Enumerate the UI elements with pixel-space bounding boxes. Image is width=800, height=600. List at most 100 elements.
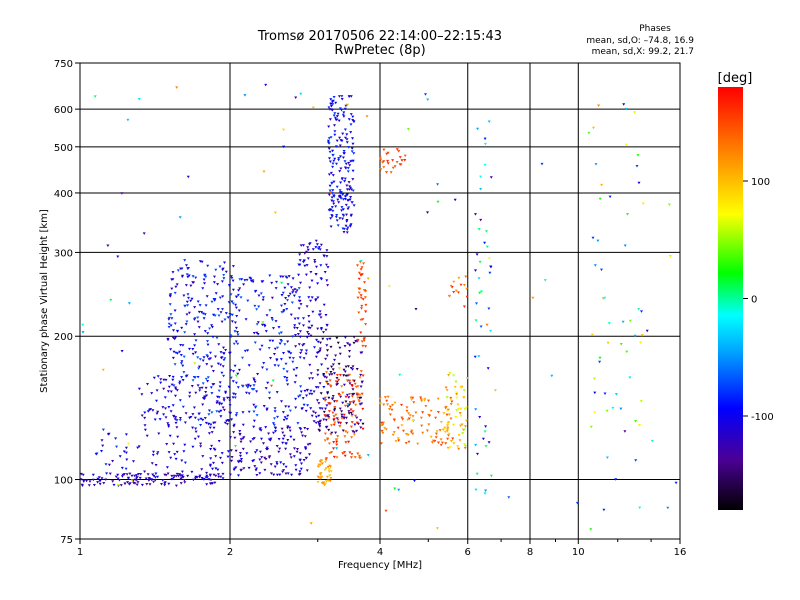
data-point [400,159,404,162]
data-point [349,425,353,429]
data-point [409,396,413,399]
data-point [427,413,431,417]
data-point [167,326,171,329]
data-point [308,286,312,289]
data-point [201,455,205,458]
data-point [280,311,284,314]
data-point [319,316,323,319]
data-point [152,450,155,454]
data-point [218,265,222,268]
data-point [385,399,389,403]
data-point [459,283,463,287]
data-point [263,468,267,472]
data-point [344,395,348,399]
data-point [307,296,311,299]
data-point [343,160,347,163]
data-point [639,341,643,344]
data-point [325,324,329,327]
data-point [194,391,198,395]
data-point [331,99,335,103]
data-point [229,369,233,372]
data-point [485,323,489,327]
data-point [388,405,392,409]
data-point [440,441,444,445]
data-point [355,421,359,425]
data-point [82,480,86,483]
data-point [230,320,234,323]
data-point [284,472,288,475]
data-point [128,472,132,476]
data-point [211,482,215,485]
data-point [343,166,347,169]
data-point [211,467,214,471]
data-point [201,403,205,406]
data-point [403,159,407,162]
data-point [357,271,361,275]
data-point [144,477,148,480]
data-point [297,473,301,476]
data-point [174,336,178,339]
data-point [335,447,339,450]
data-point [82,479,86,482]
data-point [258,458,262,461]
data-point [332,180,336,184]
data-point [320,462,324,465]
data-point [266,381,270,385]
data-point [338,421,342,425]
data-point [175,283,179,286]
data-point [464,425,467,428]
data-point [286,383,290,386]
data-point [323,414,327,417]
data-point [339,155,342,158]
data-point [209,386,213,389]
stats-x-line: mean, sd,X: 99.2, 21.7 [592,47,694,57]
data-point [198,358,202,361]
data-point [331,200,335,203]
data-point [391,159,395,162]
data-point [221,295,225,298]
data-point [100,439,104,442]
data-point [130,479,134,482]
data-point [233,396,237,399]
data-point [315,243,319,246]
data-point [174,351,178,355]
x-tick-label: 8 [527,547,533,558]
data-point [206,264,210,268]
data-point [314,239,318,243]
data-point [279,461,283,464]
data-point [181,344,185,347]
data-point [238,452,242,455]
data-point [359,370,363,373]
data-point [378,156,382,160]
data-point [287,350,291,354]
data-point [311,410,315,414]
data-point [402,429,405,433]
data-point [217,410,221,414]
data-point [115,445,119,449]
data-point [204,386,208,390]
data-point [278,447,282,451]
data-point [262,442,265,445]
data-point [203,330,207,333]
data-point [233,330,237,333]
data-point [210,431,214,434]
data-point [344,441,348,444]
data-point [179,354,183,357]
data-point [273,347,277,351]
data-point [342,214,346,218]
data-point [338,194,342,198]
data-point [226,396,229,400]
data-point [611,406,615,410]
y-tick-label: 750 [54,59,73,70]
data-point [531,296,535,300]
data-point [173,322,177,325]
data-point [216,308,220,311]
data-point [342,417,346,420]
data-point [329,477,333,480]
data-point [209,351,212,355]
data-point [382,166,386,169]
data-point [188,347,191,351]
data-point [177,475,180,478]
data-point [299,385,303,388]
data-point [255,449,259,452]
